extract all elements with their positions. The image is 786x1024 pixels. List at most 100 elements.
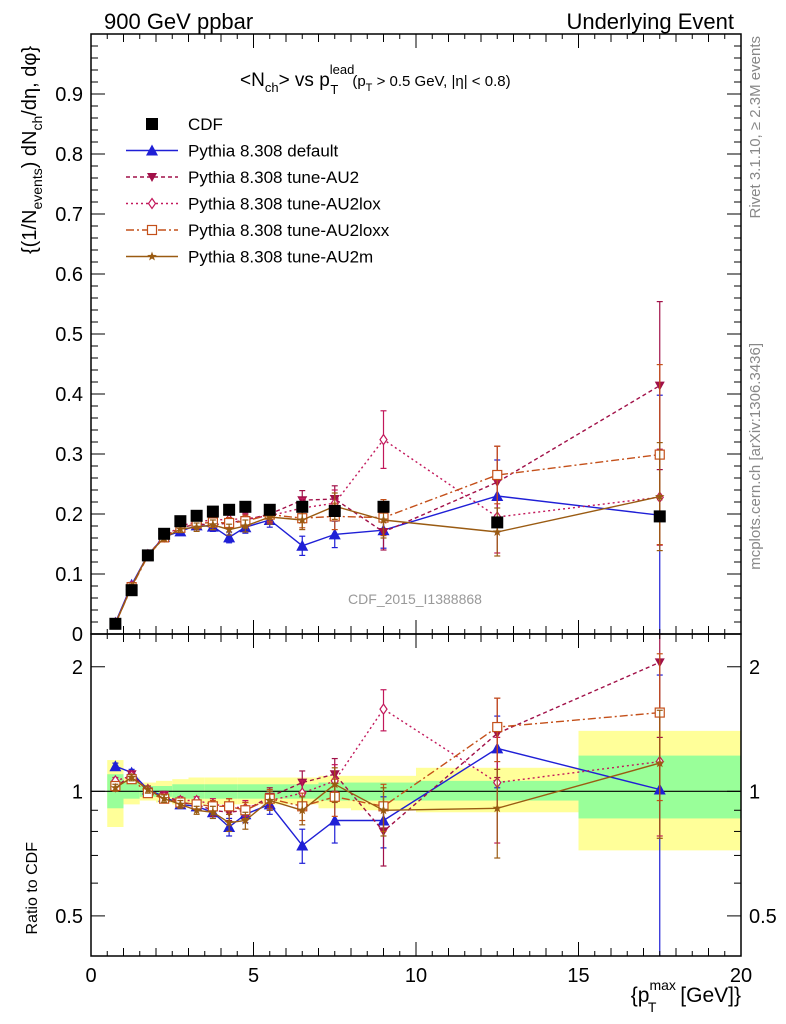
mcplots-label: mcplots.cern.ch [arXiv:1306.3436] [747, 343, 764, 570]
ratio-data-point [297, 805, 307, 815]
cdf-data-point [239, 500, 252, 513]
cdf-data-point [206, 505, 219, 518]
main-y-tick-label: 0.1 [55, 564, 83, 586]
rivet-label: Rivet 3.1.10, ≥ 2.3M events [747, 36, 764, 219]
x-tick-label: 20 [730, 965, 752, 987]
main-data-point [296, 539, 309, 551]
ratio-data-point [224, 801, 235, 812]
x-tick-label: 5 [248, 965, 259, 987]
legend-label: Pythia 8.308 default [188, 142, 339, 161]
legend-item: Pythia 8.308 tune-AU2lox [126, 195, 381, 214]
main-data-point [492, 469, 503, 481]
main-y-tick-label: 0.2 [55, 504, 83, 526]
main-data-point [208, 519, 218, 529]
ratio-data-point [265, 795, 275, 805]
ratio-data-point [110, 782, 121, 792]
analysis-watermark: CDF_2015_I1388868 [348, 591, 482, 607]
main-data-point [378, 515, 389, 524]
legend-marker [146, 118, 158, 130]
main-data-point [191, 522, 202, 532]
ratio-y-tick-label: 0.5 [749, 906, 777, 928]
main-data-point [265, 512, 275, 521]
legend-marker [146, 224, 158, 236]
ratio-data-point [224, 817, 234, 827]
cdf-data-point [223, 503, 236, 516]
main-data-point [297, 515, 307, 524]
ratio-y-tick-label: 2 [749, 657, 760, 679]
main-y-tick-label: 0.5 [55, 324, 83, 346]
main-series-group [109, 301, 666, 634]
main-y-axis-label: {(1/Nevents) dNch/dη, dφ} [19, 46, 45, 254]
ratio-data-point [330, 779, 340, 789]
main-series [110, 301, 665, 629]
main-y-tick-label: 0.8 [55, 144, 83, 166]
x-tick-label: 15 [567, 965, 589, 987]
cdf-data-point [174, 515, 187, 528]
legend-label: Pythia 8.308 tune-AU2loxx [188, 221, 390, 240]
ratio-uncertainty-bands [91, 730, 741, 851]
main-data-point [655, 491, 665, 501]
main-y-tick-label: 0.4 [55, 384, 83, 406]
ratio-series-line [115, 711, 660, 812]
ratio-y-axis-label: Ratio to CDF [24, 842, 41, 935]
cdf-data-point [141, 549, 154, 562]
ratio-data-point [175, 799, 186, 809]
legend-item: Pythia 8.308 default [126, 142, 339, 161]
ratio-data-point [378, 805, 389, 815]
main-data-point [328, 528, 341, 540]
legend: CDF Pythia 8.308 default Pythia 8.308 tune… [126, 115, 390, 267]
x-tick-label: 0 [85, 965, 96, 987]
x-tick-label: 10 [405, 965, 427, 987]
ratio-data-point [328, 814, 341, 826]
cdf-data-point [296, 500, 309, 513]
legend-marker [146, 144, 158, 156]
cdf-data-point [328, 505, 341, 517]
main-data-point [223, 531, 236, 543]
cdf-data-point [653, 510, 666, 523]
header-left: 900 GeV ppbar [104, 9, 253, 34]
ratio-data-point [240, 815, 251, 825]
cdf-data-point [125, 584, 138, 597]
legend-item: Pythia 8.308 tune-AU2 [126, 168, 359, 187]
stat-uncertainty-band [123, 782, 140, 799]
main-data-point [492, 527, 502, 536]
legend-marker [147, 251, 157, 261]
main-y-tick-label: 0.6 [55, 264, 83, 286]
ratio-y-tick-label: 1 [72, 781, 83, 803]
cdf-data-point [190, 509, 203, 522]
legend-item: Pythia 8.308 tune-AU2loxx [126, 221, 390, 240]
ratio-data-point [109, 760, 122, 772]
ratio-data-point [191, 805, 202, 815]
cdf-data-series [109, 500, 666, 630]
main-series [110, 364, 665, 629]
legend-label: Pythia 8.308 tune-AU2lox [188, 195, 381, 214]
ratio-data-point [159, 793, 169, 803]
cdf-data-point [158, 527, 171, 540]
legend-label: CDF [188, 115, 223, 134]
ratio-data-point [143, 784, 153, 794]
cdf-data-point [109, 617, 122, 630]
cdf-data-point [377, 500, 390, 513]
ratio-y-tick-label: 1 [749, 781, 760, 803]
ratio-series-group [109, 633, 666, 956]
ratio-y-tick-label: 0.5 [55, 906, 83, 928]
ratio-y-tick-label: 2 [72, 657, 83, 679]
ratio-data-point [655, 758, 665, 768]
main-data-point [379, 433, 388, 446]
axes-group: 0 0.1 0.2 0.3 0.4 0.5 0.6 0.7 0.8 0.9 0 5 10 15 20 0.5 0… [55, 33, 777, 987]
main-plot-title: <Nch> vs plead T (pT > 0.5 GeV, |η| < 0.8) [240, 62, 511, 97]
ratio-data-point [492, 803, 502, 813]
main-y-tick-label: 0.3 [55, 444, 83, 466]
ratio-data-point [492, 721, 503, 733]
main-data-point [224, 524, 234, 534]
x-axis-label: {pmax T [GeV]} [631, 977, 741, 1015]
ratio-data-point [126, 772, 137, 782]
legend-marker [147, 197, 157, 210]
legend-item: CDF [146, 115, 223, 134]
legend-item: Pythia 8.308 tune-AU2m [126, 248, 373, 267]
main-data-point [240, 521, 251, 530]
cdf-data-point [263, 503, 276, 516]
ratio-series [110, 709, 665, 859]
header-right: Underlying Event [566, 9, 734, 34]
